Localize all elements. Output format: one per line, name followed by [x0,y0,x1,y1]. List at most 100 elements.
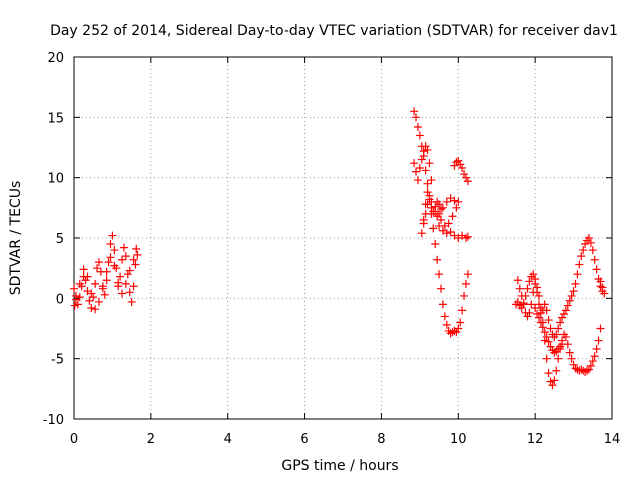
data-point [540,328,549,337]
y-tick-label: 15 [47,111,64,126]
data-point [121,279,130,288]
x-tick-labels: 0 2 4 6 8 10 12 14 [70,432,620,447]
data-point [456,318,465,327]
data-point [125,266,134,275]
data-point [544,337,553,346]
data-point [540,336,549,345]
data-point [452,328,461,337]
data-point [104,258,113,267]
data-point [94,297,103,306]
data-point [110,246,119,255]
data-point [596,324,605,333]
data-point [460,170,469,179]
data-point [558,340,567,349]
data-point [513,276,522,285]
data-point [70,301,79,310]
data-point [429,207,438,216]
data-point [463,232,472,241]
data-point [133,250,142,259]
data-point [588,357,597,366]
data-point [450,196,459,205]
data-point [436,205,445,214]
data-point [70,284,78,293]
data-point [436,284,445,293]
data-point [579,246,588,255]
data-point [552,366,561,375]
data-point [431,240,440,249]
data-point [98,284,107,293]
data-point [118,289,127,298]
data-point [461,234,470,242]
data-point [442,229,451,238]
data-point [540,300,549,309]
data-point [531,303,540,312]
data-point [556,318,565,327]
data-point [435,200,444,209]
data-point [71,295,80,304]
data-point [410,107,419,116]
data-point [561,306,570,315]
data-point [433,212,442,221]
data-point [415,131,424,140]
x-tick-label: 0 [70,432,78,447]
data-point [513,297,522,306]
data-point [571,279,580,288]
data-point [435,221,444,230]
x-tick-label: 2 [147,432,155,447]
data-point [546,324,555,333]
data-point [575,260,584,269]
data-point [536,318,545,327]
gridlines [74,57,612,419]
data-point [584,365,593,374]
data-point [110,261,119,270]
data-point [131,260,140,269]
data-point [550,376,559,385]
data-point [85,296,94,305]
data-point [463,177,472,186]
data-point [521,291,530,300]
data-point [563,301,572,310]
data-point [438,300,447,309]
y-tick-label: 5 [56,232,64,247]
data-point [533,310,542,319]
data-point [435,270,444,279]
data-point [525,277,534,286]
data-point [87,289,96,298]
data-point [517,303,526,312]
data-point [550,348,559,357]
data-point [425,159,434,168]
data-point [87,303,96,312]
data-point [108,231,117,240]
data-point [461,173,470,182]
data-point [79,265,88,274]
data-point [577,252,586,261]
x-tick-label: 12 [527,432,544,447]
data-point [100,290,109,299]
chart-title: Day 252 of 2014, Sidereal Day-to-day VTE… [50,23,618,39]
data-point [596,277,605,286]
data-point [106,240,115,249]
data-point [588,246,597,255]
data-point [421,142,430,151]
data-point [83,272,92,281]
data-point [121,252,130,261]
data-point [586,238,595,247]
data-point [127,297,136,306]
data-point [412,167,421,176]
data-point [89,293,98,302]
data-point [433,255,442,264]
data-point [454,156,463,165]
data-point [554,324,563,333]
data-point [413,122,422,131]
data-point [91,279,100,288]
data-point [91,305,100,314]
data-point [546,377,555,386]
data-point [102,267,111,276]
y-tick-label: 20 [47,51,64,66]
data-point [412,113,421,122]
data-point [442,320,451,329]
data-point [423,179,432,188]
data-point [559,310,568,319]
data-point [75,279,84,288]
data-point [561,332,570,341]
